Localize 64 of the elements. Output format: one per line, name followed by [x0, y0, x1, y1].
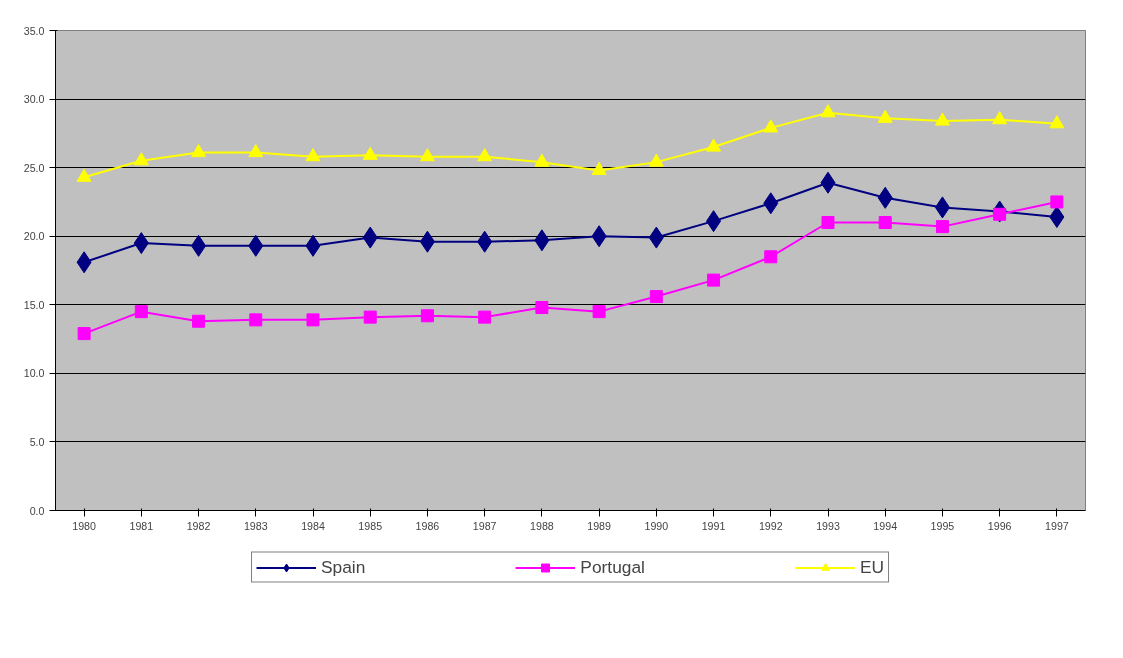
x-tick-label: 1995: [930, 519, 955, 532]
x-tick-label: 1980: [72, 519, 97, 532]
y-tick-label: 30.0: [23, 93, 45, 106]
point: [248, 143, 264, 158]
point: [477, 148, 493, 162]
point: [191, 143, 207, 158]
point: [820, 104, 836, 118]
point: [306, 313, 320, 327]
point: [649, 290, 663, 304]
point: [821, 216, 835, 229]
x-tick-label: 1986: [415, 519, 440, 532]
x-tick-label: 1994: [873, 519, 898, 532]
y-tick-label: 20.0: [23, 230, 45, 243]
legend-label: Portugal: [580, 556, 645, 578]
y-tick-label: 25.0: [23, 161, 45, 174]
x-tick-label: 1992: [758, 519, 783, 532]
y-tick-label: 15.0: [23, 298, 45, 311]
point: [591, 161, 607, 175]
point: [77, 327, 91, 341]
point: [363, 310, 377, 324]
point: [934, 112, 950, 126]
point: [362, 146, 378, 160]
x-tick-label: 1988: [530, 519, 554, 532]
x-tick-label: 1981: [129, 519, 154, 532]
point: [877, 109, 893, 123]
y-tick-label: 10.0: [23, 367, 45, 380]
point: [534, 153, 550, 167]
point: [535, 301, 549, 315]
point: [305, 148, 321, 162]
legend-label: Spain: [321, 556, 366, 578]
x-tick-label: 1984: [301, 519, 325, 532]
point: [764, 250, 778, 264]
x-tick-label: 1991: [701, 519, 726, 532]
legend-label: EU: [859, 556, 884, 578]
point: [706, 138, 722, 152]
point: [935, 220, 949, 234]
x-tick-label: 1983: [243, 519, 268, 532]
point: [1050, 195, 1064, 209]
point: [707, 273, 721, 287]
y-tick-label: 0.0: [29, 504, 45, 517]
y-tick-label: 35.0: [23, 24, 45, 37]
point: [420, 309, 434, 323]
point: [419, 148, 435, 162]
x-tick-label: 1990: [644, 519, 669, 532]
x-tick-label: 1997: [1045, 519, 1069, 532]
point: [478, 310, 492, 324]
point: [592, 305, 606, 319]
x-tick-label: 1989: [587, 519, 612, 532]
x-tick-label: 1985: [358, 519, 383, 532]
x-tick-label: 1982: [186, 519, 211, 532]
point: [878, 216, 892, 229]
point: [249, 313, 263, 327]
point: [133, 152, 149, 166]
point: [648, 153, 664, 167]
x-tick-label: 1996: [987, 519, 1012, 532]
x-tick-label: 1987: [472, 519, 497, 532]
x-tick-label: 1993: [816, 519, 840, 532]
point: [192, 314, 206, 328]
point: [992, 111, 1008, 125]
y-tick-label: 5.0: [29, 435, 45, 448]
point: [76, 168, 92, 182]
point: [134, 305, 148, 319]
point: [763, 119, 779, 133]
point: [1049, 115, 1065, 129]
